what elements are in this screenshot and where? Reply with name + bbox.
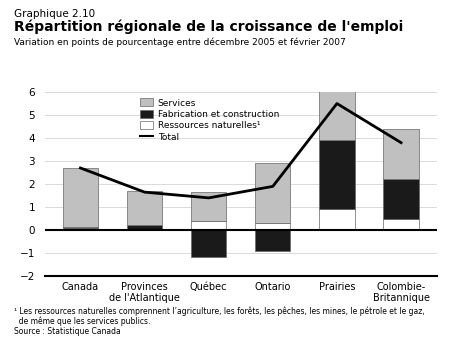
Legend: Services, Fabrication et construction, Ressources naturelles¹, Total: Services, Fabrication et construction, R…: [140, 98, 279, 142]
Bar: [320, 141, 355, 210]
Bar: [383, 179, 418, 218]
Bar: [255, 223, 290, 230]
Bar: [255, 164, 290, 223]
Text: Variation en points de pourcentage entre décembre 2005 et février 2007: Variation en points de pourcentage entre…: [14, 37, 345, 47]
Bar: [191, 230, 226, 257]
Bar: [320, 83, 355, 141]
Text: Répartition régionale de la croissance de l'emploi: Répartition régionale de la croissance d…: [14, 19, 403, 34]
Bar: [63, 227, 98, 228]
Bar: [383, 218, 418, 230]
Text: ¹ Les ressources naturelles comprennent l’agriculture, les forêts, les pêches, l: ¹ Les ressources naturelles comprennent …: [14, 306, 424, 316]
Bar: [63, 228, 98, 230]
Bar: [191, 192, 226, 221]
Bar: [255, 230, 290, 251]
Bar: [320, 210, 355, 230]
Bar: [63, 168, 98, 227]
Bar: [127, 225, 162, 230]
Text: Graphique 2.10: Graphique 2.10: [14, 9, 94, 19]
Bar: [383, 129, 418, 179]
Bar: [127, 191, 162, 225]
Text: de même que les services publics.: de même que les services publics.: [14, 317, 150, 326]
Text: Source : Statistique Canada: Source : Statistique Canada: [14, 327, 120, 336]
Bar: [191, 221, 226, 230]
